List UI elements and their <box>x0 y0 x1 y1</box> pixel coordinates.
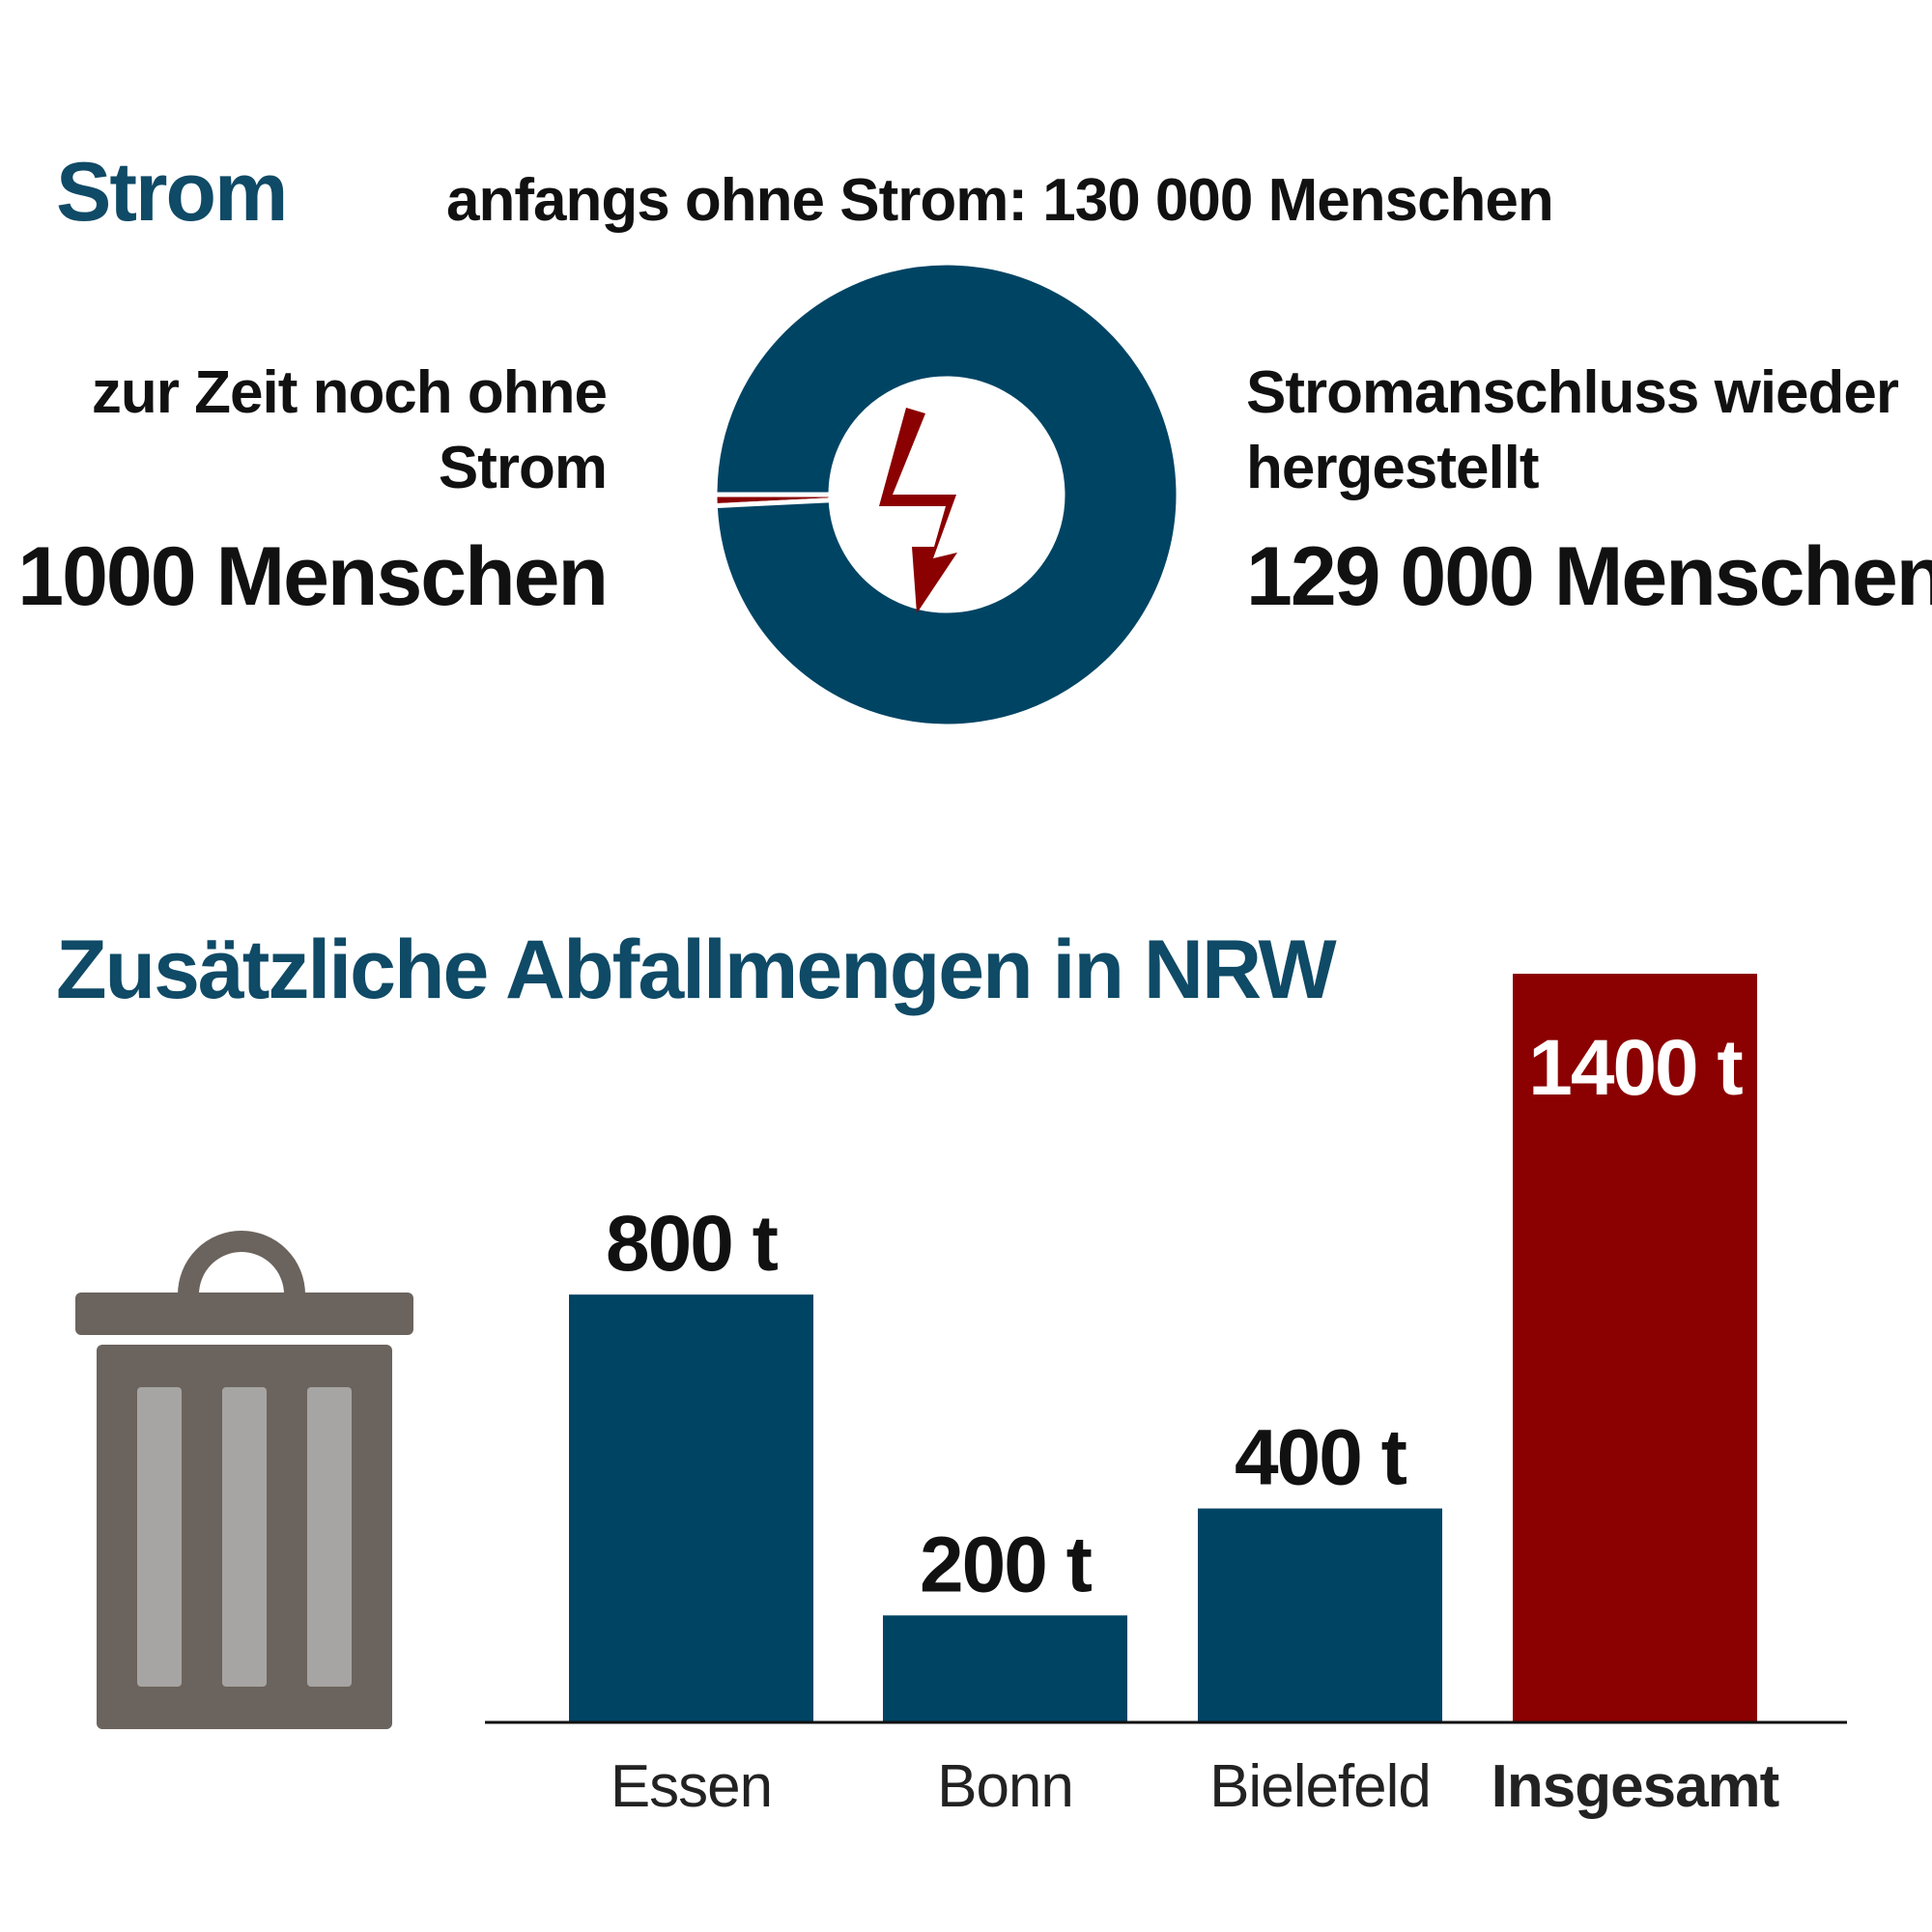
trash-can-icon <box>75 1231 413 1729</box>
trash-handle <box>178 1231 305 1295</box>
abfall-title: Zusätzliche Abfallmengen in NRW <box>56 923 1337 1016</box>
lightning-bolt-shape <box>879 408 957 613</box>
trash-slot <box>222 1387 267 1687</box>
value-label: 800 t <box>606 1200 779 1288</box>
restored-value: 129 000 Menschen <box>1246 530 1932 623</box>
category-label: Bielefeld <box>1209 1753 1431 1820</box>
category-label: Essen <box>611 1753 772 1820</box>
value-label: 1400 t <box>1528 1024 1743 1112</box>
trash-slot <box>137 1387 182 1687</box>
donut-chart <box>712 260 1181 729</box>
category-label: Bonn <box>937 1753 1073 1820</box>
trash-slot <box>307 1387 352 1687</box>
donut-slice-restored <box>712 260 1181 729</box>
bar-essen <box>569 1294 813 1722</box>
trash-lid <box>75 1293 413 1335</box>
without-power-label: zur Zeit noch ohne Strom <box>91 359 608 501</box>
restored-label: Stromanschluss wieder hergestellt <box>1246 359 1899 501</box>
value-label: 400 t <box>1235 1414 1407 1502</box>
pie-subtitle: anfangs ohne Strom: 130 000 Menschen <box>446 167 1554 234</box>
bar-bielefeld <box>1198 1508 1442 1722</box>
strom-title: Strom <box>56 146 288 239</box>
value-label: 200 t <box>920 1520 1093 1608</box>
without-power-value: 1000 Menschen <box>17 530 609 623</box>
category-label: Insgesamt <box>1492 1753 1779 1820</box>
lightning-bolt-icon <box>879 408 957 613</box>
bar-bonn <box>883 1615 1127 1722</box>
bar-insgesamt <box>1513 974 1757 1722</box>
